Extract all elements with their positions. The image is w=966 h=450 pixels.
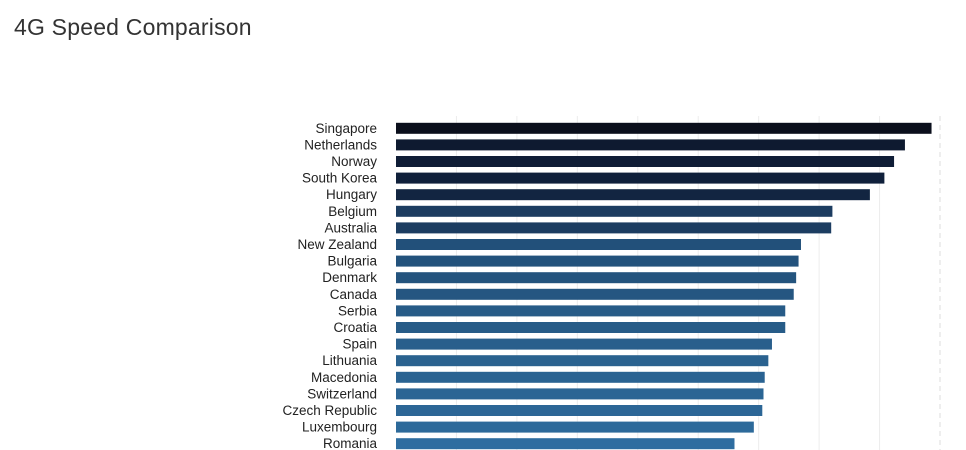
bar-spain[interactable] [396, 338, 772, 350]
category-label: Denmark [322, 270, 377, 285]
bar-singapore[interactable] [396, 122, 932, 134]
bar-netherlands[interactable] [396, 139, 905, 151]
bar-norway[interactable] [396, 156, 895, 167]
category-label: Luxembourg [302, 420, 377, 435]
bar-new-zealand[interactable] [396, 239, 801, 250]
bar-romania[interactable] [396, 438, 735, 450]
bar-czech-republic[interactable] [396, 405, 763, 416]
bar-australia[interactable] [396, 222, 832, 234]
category-label: Norway [331, 154, 377, 169]
category-label: New Zealand [297, 237, 377, 252]
category-label: Serbia [338, 303, 378, 318]
bar-belgium[interactable] [396, 205, 833, 217]
chart-title: 4G Speed Comparison [14, 14, 252, 40]
bar-serbia[interactable] [396, 305, 786, 317]
category-label: Singapore [315, 121, 377, 136]
bar-croatia[interactable] [396, 322, 786, 333]
category-label: Romania [323, 436, 378, 450]
category-label: Hungary [326, 187, 377, 202]
bar-denmark[interactable] [396, 272, 797, 284]
bar-lithuania[interactable] [396, 355, 769, 367]
bar-south-korea[interactable] [396, 172, 885, 184]
category-label: Czech Republic [282, 403, 377, 418]
bar-macedonia[interactable] [396, 371, 765, 383]
bar-luxembourg[interactable] [396, 421, 754, 433]
bar-bulgaria[interactable] [396, 255, 799, 267]
category-label: Spain [342, 337, 377, 352]
category-label: South Korea [302, 171, 378, 186]
gridlines [455, 116, 941, 450]
category-label: Lithuania [322, 353, 377, 368]
bar-hungary[interactable] [396, 189, 870, 201]
category-label: Canada [330, 287, 378, 302]
category-label: Australia [324, 220, 377, 235]
category-label: Netherlands [304, 137, 377, 152]
category-label: Switzerland [307, 386, 377, 401]
category-label: Belgium [328, 204, 377, 219]
category-label: Croatia [333, 320, 377, 335]
category-label: Bulgaria [327, 254, 377, 269]
bar-switzerland[interactable] [396, 388, 764, 400]
bar-canada[interactable] [396, 288, 794, 300]
category-label: Macedonia [311, 370, 378, 385]
bars [396, 122, 932, 450]
